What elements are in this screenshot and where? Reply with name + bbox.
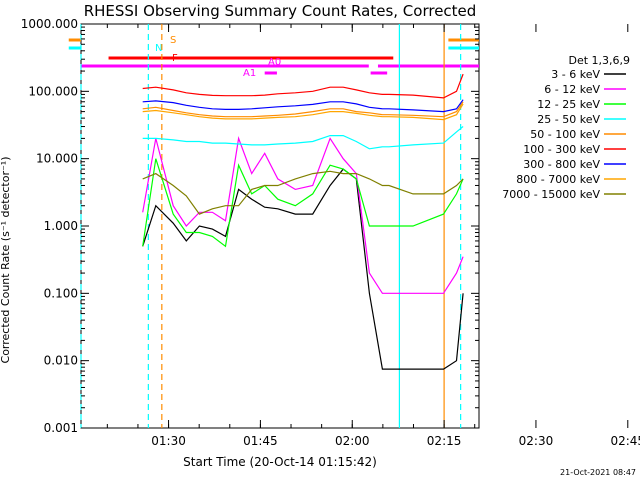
series-lines xyxy=(142,73,464,370)
x-tick-label: 01:30 xyxy=(151,434,186,448)
flag-bar-label: F xyxy=(172,53,178,64)
series-line-1 xyxy=(142,136,464,294)
flag-bar-label: A0 xyxy=(268,57,281,68)
legend-title: Det 1,3,6,9 xyxy=(568,54,630,67)
series-line-4 xyxy=(142,101,464,118)
y-tick-label: 10.000 xyxy=(36,152,78,166)
series-line-5 xyxy=(142,73,464,99)
series-line-0 xyxy=(142,168,464,370)
x-tick-label: 02:45 xyxy=(610,434,640,448)
x-tick-label: 02:00 xyxy=(335,434,370,448)
chart-title: RHESSI Observing Summary Count Rates, Co… xyxy=(84,2,477,20)
y-axis-label-text: Corrected Count Rate (s⁻¹ detector⁻¹) xyxy=(0,157,12,364)
y-tick-label: 0.010 xyxy=(44,354,78,368)
legend-entry-label: 800 - 7000 keV xyxy=(516,173,600,186)
x-axis-label: Start Time (20-Oct-14 01:15:42) xyxy=(183,455,377,469)
y-tick-label: 1000.000 xyxy=(21,17,78,31)
flag-bars: SNF A0 A1 xyxy=(68,35,479,79)
y-tick-label: 1.000 xyxy=(44,219,78,233)
legend-entry-label: 7000 - 15000 keV xyxy=(502,188,600,201)
legend-entry-label: 3 - 6 keV xyxy=(551,68,600,81)
flag-bar-label: N xyxy=(155,43,162,54)
legend-entry-label: 25 - 50 keV xyxy=(537,113,600,126)
series-line-3 xyxy=(142,126,464,150)
y-axis-ticks: 1000.000 100.000 10.000 1.000 0.100 0.010 0.00… xyxy=(21,17,479,435)
legend-entry-label: 300 - 800 keV xyxy=(523,158,600,171)
legend-entry-label: 100 - 300 keV xyxy=(523,143,600,156)
legend-entry-label: 12 - 25 keV xyxy=(537,98,600,111)
y-tick-label: 0.100 xyxy=(44,286,78,300)
y-tick-label: 0.001 xyxy=(44,421,78,435)
plot-frame xyxy=(80,23,480,429)
series-line-8 xyxy=(142,170,464,215)
series-line-7 xyxy=(142,103,464,121)
flag-bar-label: S xyxy=(170,35,176,46)
y-axis-label: Corrected Count Rate (s⁻¹ detector⁻¹) xyxy=(0,157,12,364)
generation-timestamp: 21-Oct-2021 08:47 xyxy=(560,468,636,477)
x-axis-ticks: 01:30 01:45 02:00 02:15 02:30 02:45 xyxy=(106,24,640,448)
series-line-2 xyxy=(142,158,464,248)
flag-bar-label: A1 xyxy=(243,68,256,79)
legend-entry-label: 50 - 100 keV xyxy=(530,128,600,141)
series-line-6 xyxy=(142,99,464,113)
legend-entry-label: 6 - 12 keV xyxy=(544,83,600,96)
x-tick-label: 02:30 xyxy=(519,434,554,448)
y-tick-label: 100.000 xyxy=(28,84,78,98)
legend: 3 - 6 keV 6 - 12 keV 12 - 25 keV 25 - 50 ke… xyxy=(502,68,626,201)
x-tick-label: 01:45 xyxy=(243,434,278,448)
x-tick-label: 02:15 xyxy=(427,434,462,448)
